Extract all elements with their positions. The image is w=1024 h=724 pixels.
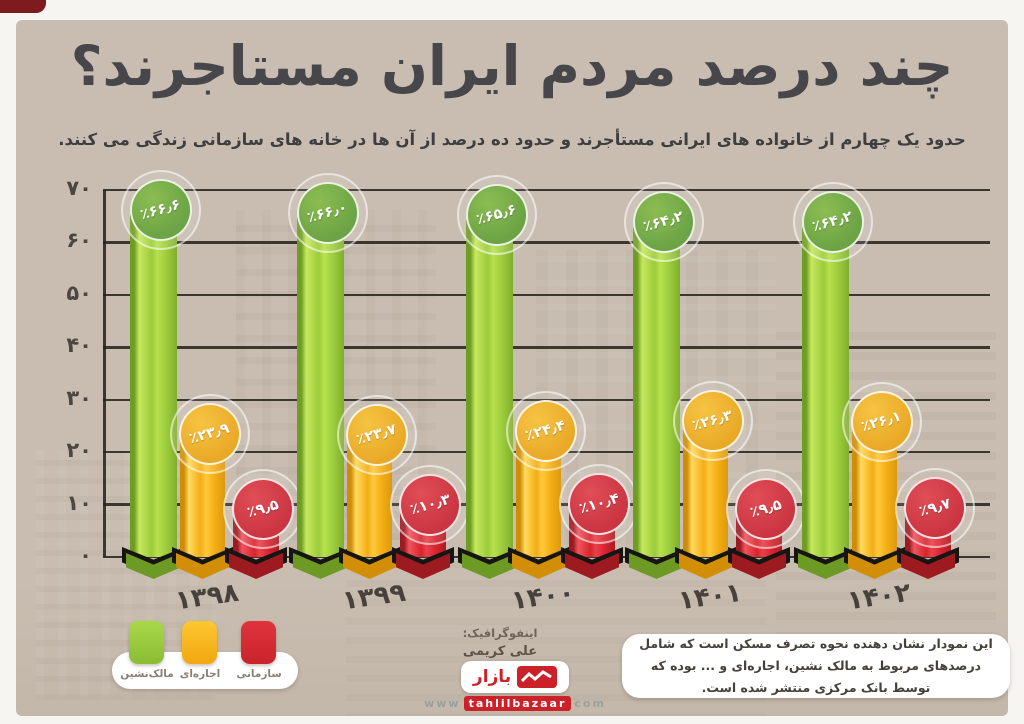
brand-name: بازار <box>472 666 512 687</box>
page-title: چند درصد مردم ایران مستاجرند؟ <box>70 34 955 98</box>
background-texture <box>776 320 996 640</box>
website-url: www tahlilbazaar com <box>424 694 606 712</box>
background-texture <box>236 210 436 540</box>
legend-label-owner: مالک‌نشین <box>120 668 174 680</box>
page-subtitle: حدود یک چهارم از خانواده های ایرانی مستأ… <box>58 130 966 149</box>
legend-chip-owner <box>129 621 164 664</box>
credit-name: علی کریمی <box>462 644 538 660</box>
legend-label-organizational: سازمانی <box>236 668 282 680</box>
credit-label: اینفوگرافیک: <box>462 626 538 640</box>
url-domain: tahlilbazaar <box>463 695 572 711</box>
brand-logo: بازار <box>461 661 569 693</box>
note-box: این نمودار نشان دهنده نحوه تصرف مسکن است… <box>622 634 1010 698</box>
infographic-canvas <box>16 20 1008 716</box>
url-www: www <box>424 696 461 710</box>
legend-chip-rental <box>182 621 217 664</box>
corner-accent <box>0 0 46 13</box>
url-tld: com <box>574 696 606 710</box>
legend-label-rental: اجاره‌ای <box>179 668 221 680</box>
legend-chip-organizational <box>241 621 276 664</box>
chart-line-icon <box>517 666 558 688</box>
note-text: این نمودار نشان دهنده نحوه تصرف مسکن است… <box>639 636 993 695</box>
credit: اینفوگرافیک: علی کریمی <box>430 625 570 662</box>
background-texture <box>536 250 776 550</box>
